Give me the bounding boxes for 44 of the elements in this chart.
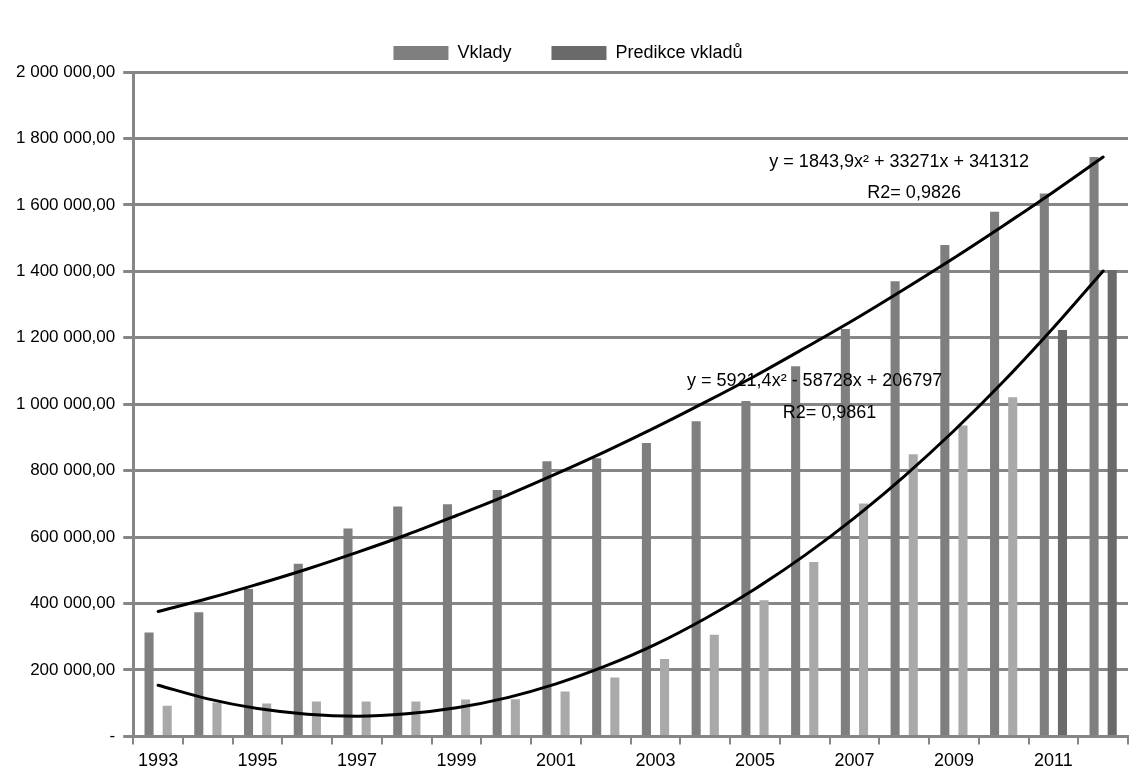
y-tick-label: 1 800 000,00 xyxy=(16,128,116,148)
y-tick-label: 600 000,00 xyxy=(30,526,116,546)
x-tick-label: 1995 xyxy=(237,750,278,771)
annotation: R2= 0,9861 xyxy=(782,401,877,422)
bar xyxy=(461,699,471,735)
y-tick-label: 1 000 000,00 xyxy=(16,393,116,413)
y-tick-label: 2 000 000,00 xyxy=(16,61,116,81)
x-tick-label: 2001 xyxy=(536,750,577,771)
bar xyxy=(510,699,520,735)
x-tick-label: 1999 xyxy=(436,750,477,771)
bar xyxy=(1057,330,1068,735)
bar xyxy=(1008,397,1018,735)
line-series xyxy=(156,269,1105,718)
bar xyxy=(212,702,222,735)
y-tick-label: - xyxy=(109,726,116,746)
bar xyxy=(809,562,819,735)
legend-label: Predikce vkladů xyxy=(615,41,743,62)
y-tick-label: 1 400 000,00 xyxy=(16,261,116,281)
bar xyxy=(162,705,172,735)
x-tick-label: 2005 xyxy=(734,750,775,771)
bar xyxy=(660,659,670,735)
x-tick-label: 2007 xyxy=(834,750,875,771)
line-series xyxy=(156,155,1105,613)
y-tick-label: 800 000,00 xyxy=(30,460,116,480)
y-tick-label: 1 600 000,00 xyxy=(16,194,116,214)
x-tick-label: 2009 xyxy=(933,750,974,771)
x-tick-label: 1997 xyxy=(337,750,378,771)
x-tick-label: 2011 xyxy=(1034,750,1073,771)
annotation: R2= 0,9826 xyxy=(867,181,961,202)
bar xyxy=(858,503,869,735)
bar xyxy=(560,691,570,735)
bar xyxy=(1107,269,1117,735)
bar xyxy=(610,677,620,735)
bar xyxy=(709,634,719,735)
legend-label: Vklady xyxy=(457,41,512,62)
annotation: y = 1843,9x² + 33271x + 341312 xyxy=(769,150,1030,171)
y-tick-label: 1 200 000,00 xyxy=(16,327,116,347)
x-tick-label: 1993 xyxy=(138,750,179,771)
y-tick-label: 200 000,00 xyxy=(30,659,116,679)
bar xyxy=(958,425,968,735)
bar xyxy=(908,454,918,735)
x-tick-label: 2003 xyxy=(635,750,676,771)
y-tick-label: 400 000,00 xyxy=(30,593,116,613)
bar xyxy=(759,600,769,735)
